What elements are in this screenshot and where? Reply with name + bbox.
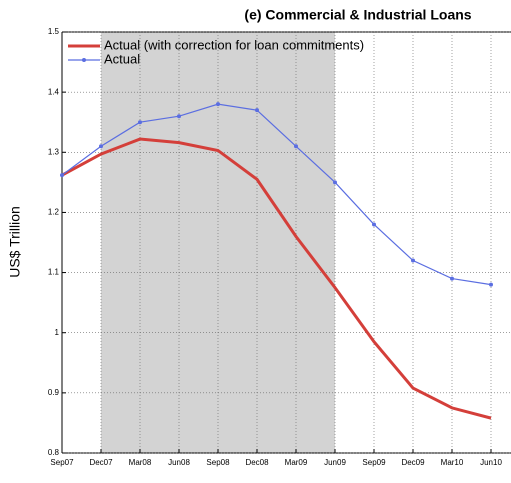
x-tick-label: Dec09 — [401, 458, 425, 467]
x-tick-label: Mar10 — [441, 458, 464, 467]
data-point — [489, 282, 493, 287]
legend: Actual (with correction for loan commitm… — [68, 37, 364, 66]
data-point — [138, 120, 142, 125]
data-point — [372, 222, 376, 227]
data-point — [177, 114, 181, 119]
x-tick-label: Sep09 — [362, 458, 386, 467]
data-point — [216, 102, 220, 107]
x-tick-label: Dec07 — [89, 458, 113, 467]
y-tick-label: 1.4 — [48, 87, 60, 96]
x-tick-label: Mar08 — [129, 458, 152, 467]
data-point — [294, 144, 298, 149]
x-tick-label: Dec08 — [245, 458, 269, 467]
x-tick-label: Jun10 — [480, 458, 502, 467]
data-point — [60, 173, 64, 178]
y-tick-label: 1.5 — [48, 27, 60, 36]
y-tick-label: 0.9 — [48, 388, 60, 397]
data-point — [450, 276, 454, 281]
data-point — [255, 108, 259, 113]
y-tick-label: 1.2 — [48, 208, 60, 217]
y-tick-label: 0.8 — [48, 448, 60, 457]
chart-title: (e) Commercial & Industrial Loans — [244, 7, 471, 23]
y-tick-label: 1.3 — [48, 147, 60, 156]
data-point — [333, 180, 337, 185]
data-line — [61, 137, 492, 420]
x-tick-label: Jun09 — [324, 458, 346, 467]
data-point — [411, 258, 415, 263]
legend-label: Actual (with correction for loan commitm… — [104, 37, 364, 52]
data-point — [99, 144, 103, 149]
legend-marker — [82, 58, 86, 62]
x-tick-label: Mar09 — [285, 458, 308, 467]
x-tick-label: Jun08 — [168, 458, 190, 467]
x-tick-label: Sep07 — [50, 458, 74, 467]
legend-label: Actual — [104, 51, 140, 66]
y-tick-label: 1 — [55, 328, 60, 337]
data-line — [61, 103, 492, 286]
x-tick-label: Sep08 — [206, 458, 230, 467]
y-tick-label: 1.1 — [48, 268, 60, 277]
y-axis-label: US$ Trillion — [7, 206, 23, 278]
